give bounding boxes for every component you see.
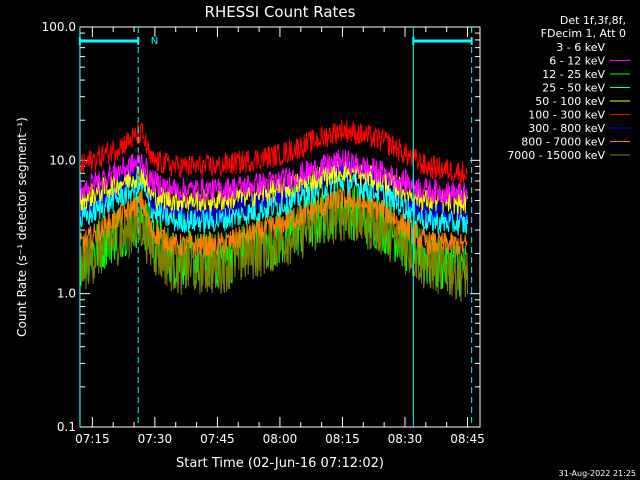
series-line xyxy=(79,186,468,258)
legend-label: 6 - 12 keV xyxy=(549,55,605,68)
legend-entry: 25 - 50 keV xyxy=(542,82,630,95)
legend-label: 100 - 300 keV xyxy=(528,109,605,122)
x-tick-label: 08:15 xyxy=(325,432,360,446)
y-tick-label: 1.0 xyxy=(57,287,76,301)
y-tick-label: 0.1 xyxy=(57,420,76,434)
x-tick-label: 08:00 xyxy=(263,432,298,446)
legend-entry: 3 - 6 keV xyxy=(556,41,630,54)
x-axis: 07:15 07:30 07:45 08:00 08:15 08:30 08:45 xyxy=(75,27,485,446)
x-tick-label: 08:45 xyxy=(450,432,485,446)
legend-label: 300 - 800 keV xyxy=(528,122,605,135)
legend-label: 25 - 50 keV xyxy=(542,82,605,95)
x-axis-label: Start Time (02-Jun-16 07:12:02) xyxy=(176,456,384,471)
legend-entry: 800 - 7000 keV xyxy=(521,136,630,149)
legend-entry: 300 - 800 keV xyxy=(528,122,630,135)
generation-timestamp: 31-Aug-2022 21:25 xyxy=(559,469,636,478)
legend-label: 3 - 6 keV xyxy=(556,41,605,54)
x-tick-label: 08:30 xyxy=(388,432,423,446)
y-axis: 0.1 1.0 10.0 100.0 xyxy=(42,20,480,434)
legend-header-line-1: Det 1f,3f,8f, xyxy=(560,14,626,27)
series-line xyxy=(79,149,468,206)
legend-label: 12 - 25 keV xyxy=(542,68,605,81)
series-line xyxy=(79,119,468,185)
y-tick-label: 100.0 xyxy=(42,20,76,34)
series-layer xyxy=(79,119,468,309)
marker-label: N xyxy=(151,36,158,47)
legend-entry: 50 - 100 keV xyxy=(535,95,630,108)
x-tick-label: 07:15 xyxy=(75,432,110,446)
legend-label: 7000 - 15000 keV xyxy=(507,149,605,162)
legend-entry: 100 - 300 keV xyxy=(528,109,630,122)
legend-label: 800 - 7000 keV xyxy=(521,136,605,149)
x-tick-label: 07:30 xyxy=(138,432,173,446)
y-axis-label: Count Rate (s⁻¹ detector segment⁻¹) xyxy=(15,117,29,337)
legend-label: 50 - 100 keV xyxy=(535,95,605,108)
x-tick-label: 07:45 xyxy=(200,432,235,446)
y-tick-label: 10.0 xyxy=(49,153,76,167)
series-line xyxy=(79,172,468,236)
legend-entry: 12 - 25 keV xyxy=(542,68,630,81)
series-line xyxy=(79,186,468,302)
legend-entry: 7000 - 15000 keV xyxy=(507,149,630,162)
legend-entry: 6 - 12 keV xyxy=(549,55,630,68)
legend-header-line-2: FDecim 1, Att 0 xyxy=(541,27,626,40)
annotations: N xyxy=(78,27,473,427)
chart-title: RHESSI Count Rates xyxy=(205,3,356,21)
